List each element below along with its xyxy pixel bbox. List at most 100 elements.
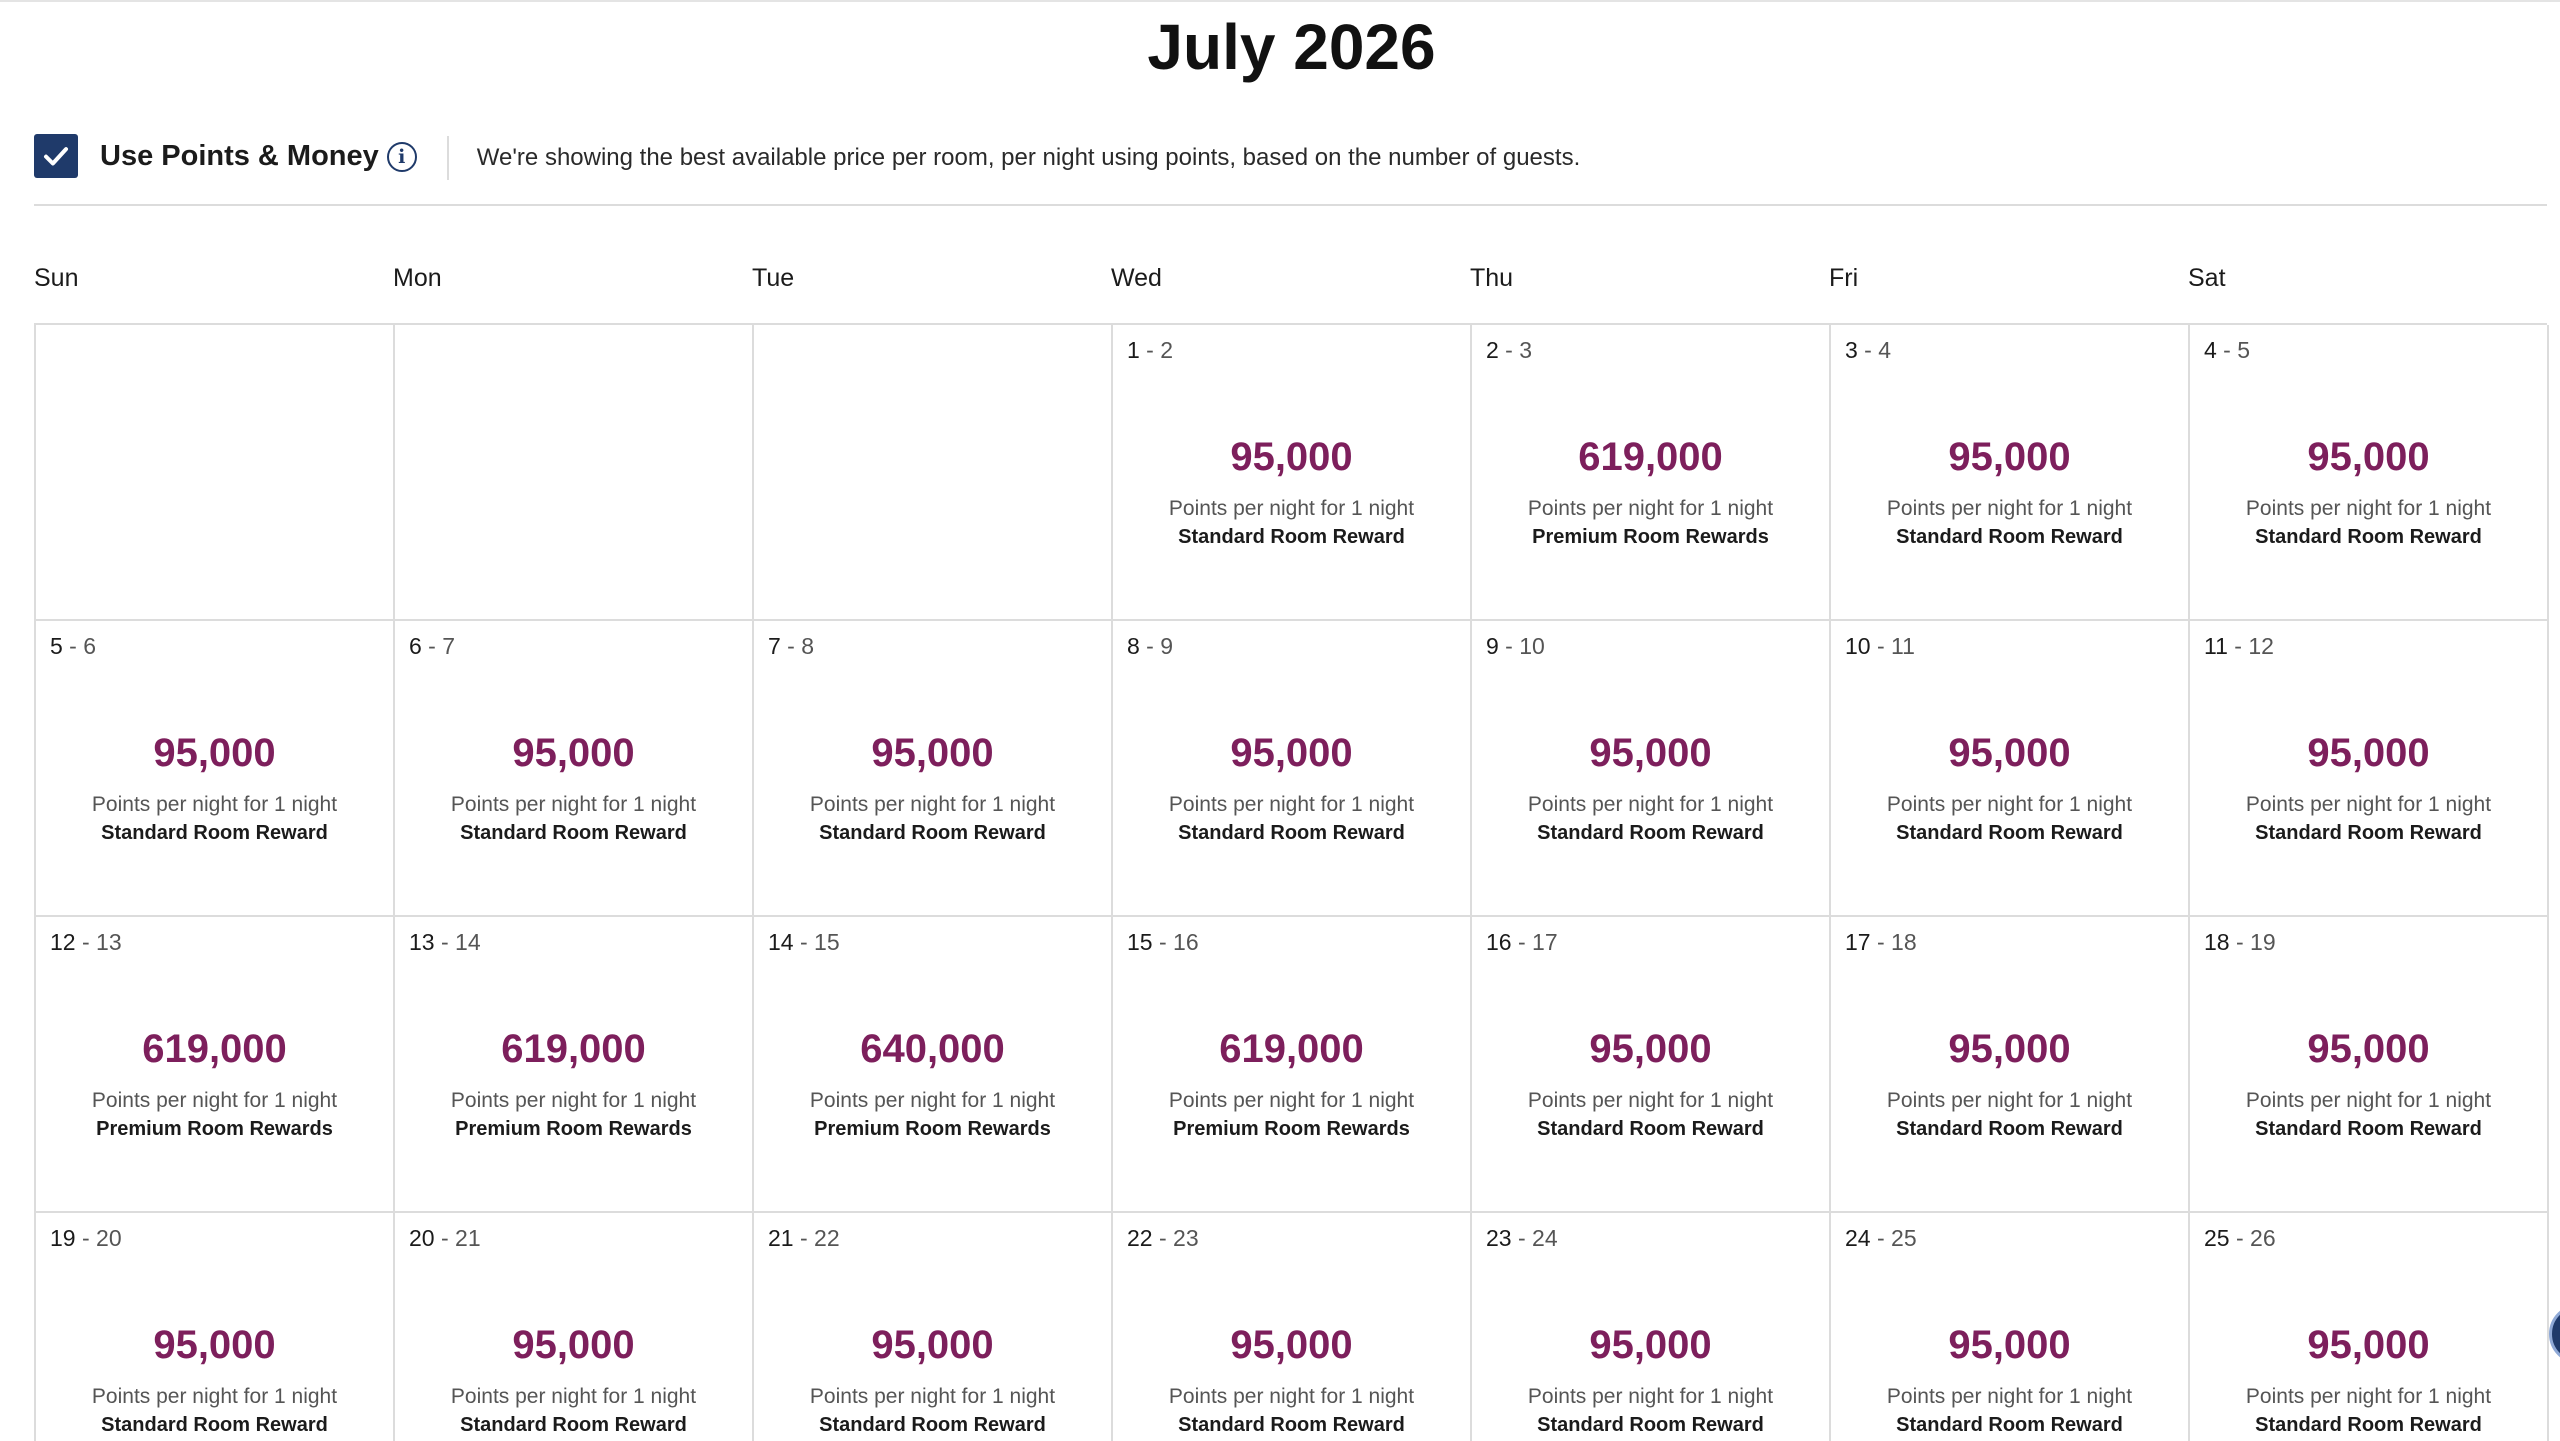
room-type: Standard Room Reward — [460, 1414, 687, 1436]
date-separator: - — [2229, 929, 2251, 955]
day-cell[interactable]: 6 - 7 95,000 Points per night for 1 night S… — [395, 621, 754, 917]
day-cell[interactable]: 22 - 23 95,000 Points per night for 1 nigh… — [1113, 1213, 1472, 1441]
room-type: Standard Room Reward — [819, 1414, 1046, 1436]
points-price: 95,000 — [1589, 1027, 1712, 1071]
date-range: 25 - 26 — [2204, 1225, 2276, 1252]
day-cell[interactable]: 2 - 3 619,000 Points per night for 1 night… — [1472, 325, 1831, 621]
day-cell[interactable]: 25 - 26 95,000 Points per night for 1 nigh… — [2190, 1213, 2549, 1441]
day-cell[interactable]: 17 - 18 95,000 Points per night for 1 nigh… — [1831, 917, 2190, 1213]
day-cell[interactable]: 21 - 22 95,000 Points per night for 1 nigh… — [754, 1213, 1113, 1441]
day-cell[interactable]: 23 - 24 95,000 Points per night for 1 nigh… — [1472, 1213, 1831, 1441]
room-type: Premium Room Rewards — [1173, 1118, 1410, 1140]
check-out-date: 25 — [1891, 1225, 1917, 1251]
points-price: 95,000 — [2307, 731, 2430, 775]
weekday-wed: Wed — [1111, 264, 1162, 292]
weekday-tue: Tue — [752, 264, 795, 292]
check-in-date: 6 — [409, 633, 422, 659]
day-cell[interactable]: 13 - 14 619,000 Points per night for 1 nig… — [395, 917, 754, 1213]
date-separator: - — [793, 1225, 815, 1251]
date-separator: - — [1857, 337, 1879, 363]
date-separator: - — [421, 633, 443, 659]
date-separator: - — [2227, 633, 2249, 659]
date-range: 23 - 24 — [1486, 1225, 1558, 1252]
points-note: Points per night for 1 night — [809, 1385, 1056, 1408]
points-note: Points per night for 1 night — [450, 1089, 697, 1112]
day-cell[interactable]: 7 - 8 95,000 Points per night for 1 night S… — [754, 621, 1113, 917]
day-cell[interactable]: 19 - 20 95,000 Points per night for 1 nigh… — [36, 1213, 395, 1441]
day-cell[interactable]: 9 - 10 95,000 Points per night for 1 night… — [1472, 621, 1831, 917]
room-type: Standard Room Reward — [1896, 526, 2123, 548]
points-note: Points per night for 1 night — [1168, 497, 1415, 520]
date-range: 10 - 11 — [1845, 633, 1915, 660]
check-in-date: 2 — [1486, 337, 1499, 363]
check-out-date: 9 — [1160, 633, 1174, 659]
check-out-date: 2 — [1160, 337, 1174, 363]
weekday-mon: Mon — [393, 264, 442, 292]
day-cell[interactable]: 15 - 16 619,000 Points per night for 1 nig… — [1113, 917, 1472, 1213]
room-type: Premium Room Rewards — [455, 1118, 692, 1140]
check-in-date: 7 — [768, 633, 781, 659]
day-cell[interactable]: 4 - 5 95,000 Points per night for 1 night S… — [2190, 325, 2549, 621]
date-range: 22 - 23 — [1127, 1225, 1199, 1252]
date-range: 24 - 25 — [1845, 1225, 1917, 1252]
day-cell[interactable]: 24 - 25 95,000 Points per night for 1 nigh… — [1831, 1213, 2190, 1441]
use-points-checkbox[interactable] — [34, 134, 78, 178]
date-range: 7 - 8 — [768, 633, 814, 660]
use-points-label[interactable]: Use Points & Money — [100, 140, 379, 172]
date-range: 18 - 19 — [2204, 929, 2276, 956]
date-separator: - — [1511, 929, 1533, 955]
points-price: 619,000 — [501, 1027, 646, 1071]
check-out-date: 6 — [83, 633, 97, 659]
points-note: Points per night for 1 night — [91, 1385, 338, 1408]
check-out-date: 7 — [442, 633, 456, 659]
day-cell[interactable]: 10 - 11 95,000 Points per night for 1 nigh… — [1831, 621, 2190, 917]
check-out-date: 5 — [2237, 337, 2251, 363]
room-type: Standard Room Reward — [1896, 1118, 2123, 1140]
date-separator: - — [434, 929, 456, 955]
check-out-date: 24 — [1532, 1225, 1558, 1251]
check-in-date: 11 — [2204, 633, 2228, 659]
check-in-date: 10 — [1845, 633, 1871, 659]
checkmark-icon — [44, 147, 68, 166]
day-cell[interactable]: 3 - 4 95,000 Points per night for 1 night S… — [1831, 325, 2190, 621]
points-price: 95,000 — [1589, 731, 1712, 775]
points-price: 95,000 — [871, 731, 994, 775]
date-separator: - — [1498, 633, 1520, 659]
day-cell[interactable]: 11 - 12 95,000 Points per night for 1 nigh… — [2190, 621, 2549, 917]
check-out-date: 17 — [1532, 929, 1558, 955]
room-type: Standard Room Reward — [1896, 822, 2123, 844]
day-cell[interactable]: 12 - 13 619,000 Points per night for 1 nig… — [36, 917, 395, 1213]
points-note: Points per night for 1 night — [450, 793, 697, 816]
room-type: Standard Room Reward — [101, 822, 328, 844]
day-cell[interactable]: 1 - 2 95,000 Points per night for 1 night S… — [1113, 325, 1472, 621]
day-cell[interactable]: 20 - 21 95,000 Points per night for 1 nigh… — [395, 1213, 754, 1441]
day-cell[interactable]: 5 - 6 95,000 Points per night for 1 night S… — [36, 621, 395, 917]
divider — [446, 136, 449, 180]
info-icon[interactable]: i — [386, 142, 417, 172]
month-title: July 2026 — [1147, 11, 1436, 83]
day-cell[interactable]: 18 - 19 95,000 Points per night for 1 nigh… — [2190, 917, 2549, 1213]
date-separator: - — [1152, 1225, 1174, 1251]
check-in-date: 12 — [50, 929, 76, 955]
check-out-date: 22 — [814, 1225, 840, 1251]
date-range: 17 - 18 — [1845, 929, 1917, 956]
points-price: 95,000 — [1230, 1323, 1353, 1367]
room-type: Standard Room Reward — [819, 822, 1046, 844]
points-price: 95,000 — [512, 1323, 635, 1367]
check-out-date: 16 — [1173, 929, 1199, 955]
day-cell[interactable]: 8 - 9 95,000 Points per night for 1 night S… — [1113, 621, 1472, 917]
day-cell[interactable]: 16 - 17 95,000 Points per night for 1 nigh… — [1472, 917, 1831, 1213]
date-separator: - — [1139, 337, 1161, 363]
room-type: Standard Room Reward — [1537, 1414, 1764, 1436]
date-range: 4 - 5 — [2204, 337, 2250, 364]
floating-action-button[interactable] — [2549, 1304, 2560, 1364]
day-cell[interactable]: 14 - 15 640,000 Points per night for 1 nig… — [754, 917, 1113, 1213]
check-in-date: 1 — [1127, 337, 1140, 363]
points-note: Points per night for 1 night — [2245, 497, 2492, 520]
check-in-date: 3 — [1845, 337, 1858, 363]
points-price: 95,000 — [153, 1323, 276, 1367]
room-type: Premium Room Rewards — [96, 1118, 333, 1140]
points-price: 95,000 — [1948, 1323, 2071, 1367]
date-range: 3 - 4 — [1845, 337, 1891, 364]
